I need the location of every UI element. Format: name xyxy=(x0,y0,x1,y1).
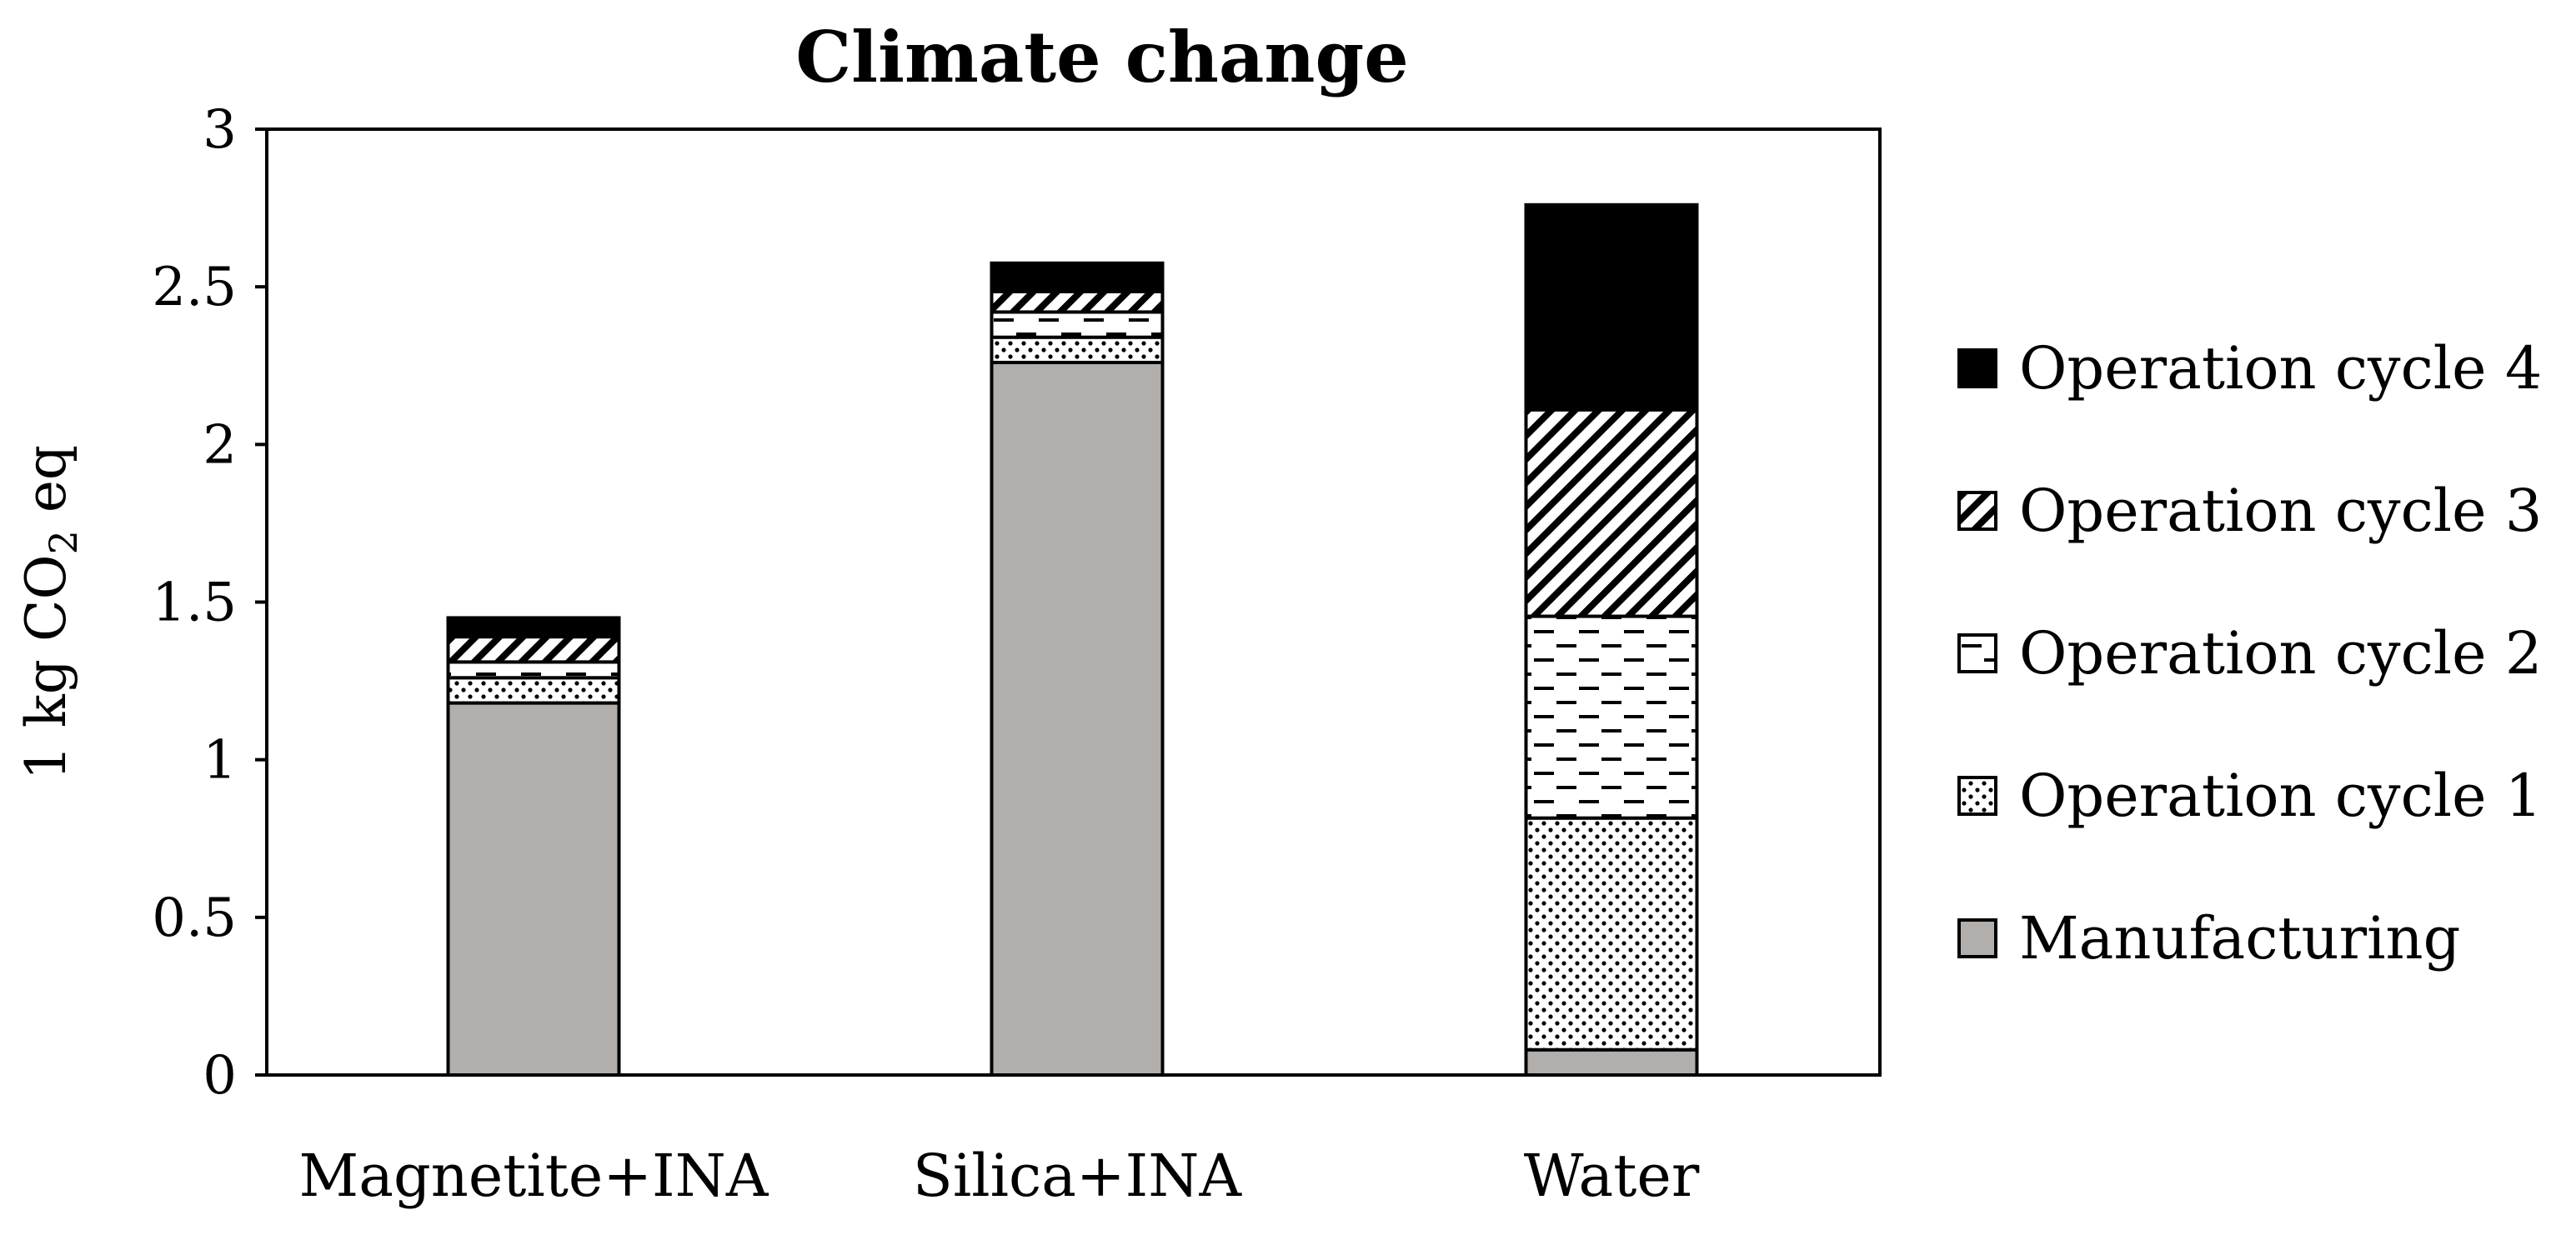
legend-swatch xyxy=(1957,348,1997,388)
legend-label: Manufacturing xyxy=(2019,904,2460,972)
bar-segment xyxy=(446,660,621,680)
bars xyxy=(446,202,1699,1077)
bar-segment xyxy=(990,310,1165,339)
bar-segment xyxy=(1524,1048,1699,1077)
bar-segment xyxy=(446,676,621,705)
bar-segment xyxy=(1524,816,1699,1052)
legend-swatch xyxy=(1957,918,1997,958)
bar-segment xyxy=(990,261,1165,293)
y-tick-label: 0.5 xyxy=(152,888,237,949)
svg-text:1 kg CO2 eq: 1 kg CO2 eq xyxy=(14,445,86,780)
y-axis-label-pre: 1 kg CO xyxy=(14,554,78,780)
y-axis-label: 1 kg CO2 eq xyxy=(14,445,86,780)
bar-segment xyxy=(446,616,621,639)
y-tick-label: 1.5 xyxy=(152,572,237,634)
y-tick-label: 0 xyxy=(203,1045,237,1107)
legend-label: Operation cycle 3 xyxy=(2019,477,2542,545)
bar-segment xyxy=(446,635,621,664)
legend-label: Operation cycle 1 xyxy=(2019,762,2542,830)
bar-segment xyxy=(990,289,1165,314)
y-tick-label: 2 xyxy=(203,414,237,476)
plot-frame xyxy=(265,128,1882,1077)
chart-title: Climate change xyxy=(795,16,1408,98)
bar-segment xyxy=(1524,408,1699,618)
legend-swatch xyxy=(1957,491,1997,531)
bar-segment xyxy=(1524,202,1699,412)
legend: Operation cycle 4 Operation cycle 3 Operat… xyxy=(1957,334,2542,972)
legend-swatch xyxy=(1957,633,1997,673)
bar-segment xyxy=(990,335,1165,364)
y-tick-label: 3 xyxy=(203,99,237,161)
y-tick-label: 1 xyxy=(203,730,237,792)
y-axis-label-post: eq xyxy=(14,445,78,530)
x-category-label: Water xyxy=(1524,1142,1700,1210)
y-ticks: 0 0.5 1 1.5 2 2.5 3 xyxy=(152,99,267,1107)
legend-label: Operation cycle 2 xyxy=(2019,619,2542,688)
bar-segment xyxy=(446,701,621,1077)
x-category-label: Silica+INA xyxy=(913,1142,1243,1210)
y-tick-label: 2.5 xyxy=(152,257,237,318)
legend-label: Operation cycle 4 xyxy=(2019,334,2542,402)
x-category-label: Magnetite+INA xyxy=(299,1142,769,1210)
legend-swatch xyxy=(1957,776,1997,816)
y-axis-label-sub: 2 xyxy=(41,530,86,554)
x-categories: Magnetite+INA Silica+INA Water xyxy=(299,1142,1700,1210)
bar-segment xyxy=(990,360,1165,1077)
bar-segment xyxy=(1524,614,1699,820)
